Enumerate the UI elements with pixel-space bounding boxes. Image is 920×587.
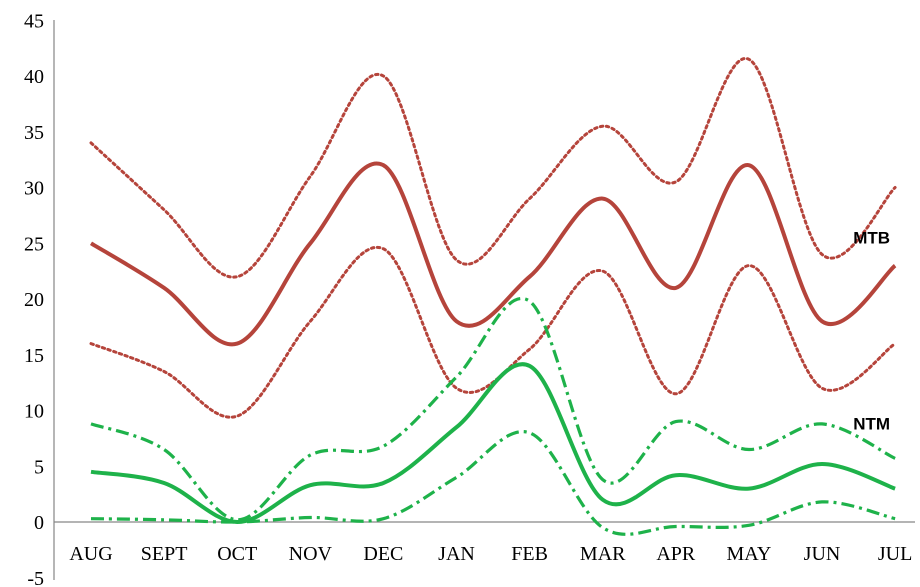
y-tick-label: 10 (24, 401, 44, 423)
x-tick-label: OCT (217, 543, 257, 565)
x-tick-label: MAR (580, 543, 626, 565)
series-line-ntm (90, 362, 896, 525)
x-tick-label: AUG (69, 543, 112, 565)
x-tick-label: NOV (289, 543, 333, 565)
y-tick-label: 35 (24, 122, 44, 144)
series-lines (89, 57, 897, 536)
y-tick-label: 0 (34, 512, 44, 534)
series-line-ntm-lower (90, 430, 896, 536)
series-line-mtb-lower (89, 245, 897, 419)
series-line-mtb (89, 161, 897, 347)
x-tick-label: DEC (363, 543, 403, 565)
x-tick-label: APR (656, 543, 696, 565)
x-tick-label: JAN (438, 543, 475, 565)
series-label-mtb: MTB (853, 228, 890, 247)
axes (53, 20, 915, 580)
x-tick-label: JUN (804, 543, 841, 565)
y-tick-label: 5 (34, 456, 44, 478)
x-tick-label: SEPT (141, 543, 188, 565)
y-tick-labels: -5 0 5 10 15 20 25 30 35 40 45 (24, 10, 44, 587)
series-line-ntm-upper (90, 297, 896, 522)
y-tick-label: 40 (24, 66, 44, 88)
y-tick-label: 30 (24, 178, 44, 200)
y-tick-label: -5 (27, 568, 44, 587)
y-tick-label: 45 (24, 10, 44, 32)
x-tick-labels: AUG SEPT OCT NOV DEC JAN FEB MAR APR MAY JUN JUL (69, 543, 912, 565)
series-annotations: MTB NTM (853, 228, 890, 433)
y-tick-label: 25 (24, 233, 44, 255)
x-tick-label: MAY (726, 543, 771, 565)
series-label-ntm: NTM (853, 414, 890, 433)
series-line-mtb-upper (89, 57, 897, 279)
x-tick-label: FEB (511, 543, 548, 565)
y-tick-label: 15 (24, 345, 44, 367)
y-tick-label: 20 (24, 289, 44, 311)
x-tick-label: JUL (878, 543, 912, 565)
